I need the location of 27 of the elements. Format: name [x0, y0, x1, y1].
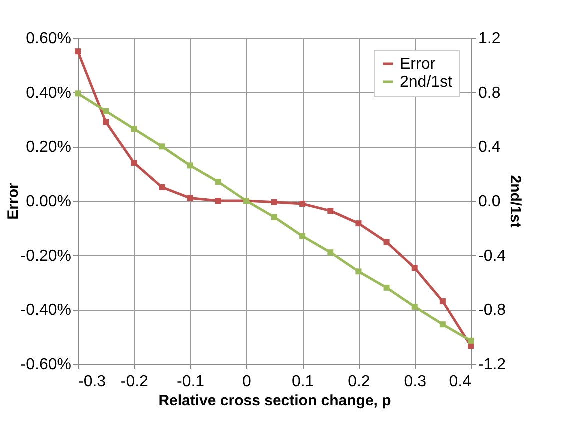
- y-axis-title: Error: [4, 183, 22, 220]
- legend-label: Error: [400, 56, 436, 73]
- x-tick-label: 0.1: [292, 374, 314, 390]
- y2-tick-label: -0.4: [478, 248, 506, 265]
- y-tick-label: -0.20%: [20, 248, 72, 265]
- y-tick-label: 0.60%: [26, 30, 72, 48]
- y2-tick-label: -0.8: [478, 302, 506, 320]
- y2-axis-title: 2nd/1st: [507, 175, 524, 228]
- y2-tick-label: 0.4: [478, 139, 501, 156]
- y2-tick-label: 1.2: [478, 30, 501, 48]
- y2-tick-label: 0.0: [478, 194, 501, 210]
- y-tick-label: 0.40%: [26, 84, 72, 102]
- x-tick-label: 0.2: [348, 374, 370, 390]
- x-axis-title: Relative cross section change, p: [158, 392, 392, 410]
- x-tick-label: 0.3: [404, 374, 427, 390]
- y2-tick-label: -1.2: [478, 356, 506, 374]
- y-tick-label: 0.00%: [26, 194, 72, 210]
- x-tick-label: -0.1: [176, 374, 205, 390]
- x-tick-label: 0.4: [449, 374, 472, 390]
- x-tick-label: -0.2: [120, 374, 149, 390]
- y2-tick-label: 0.8: [478, 84, 501, 102]
- y-tick-label: -0.40%: [20, 302, 72, 320]
- x-tick-label: -0.3: [78, 374, 106, 390]
- y-tick-label: 0.20%: [26, 139, 72, 156]
- x-tick-label: 0: [242, 374, 252, 390]
- legend-label: 2nd/1st: [400, 74, 454, 91]
- y-tick-label: -0.60%: [20, 356, 72, 374]
